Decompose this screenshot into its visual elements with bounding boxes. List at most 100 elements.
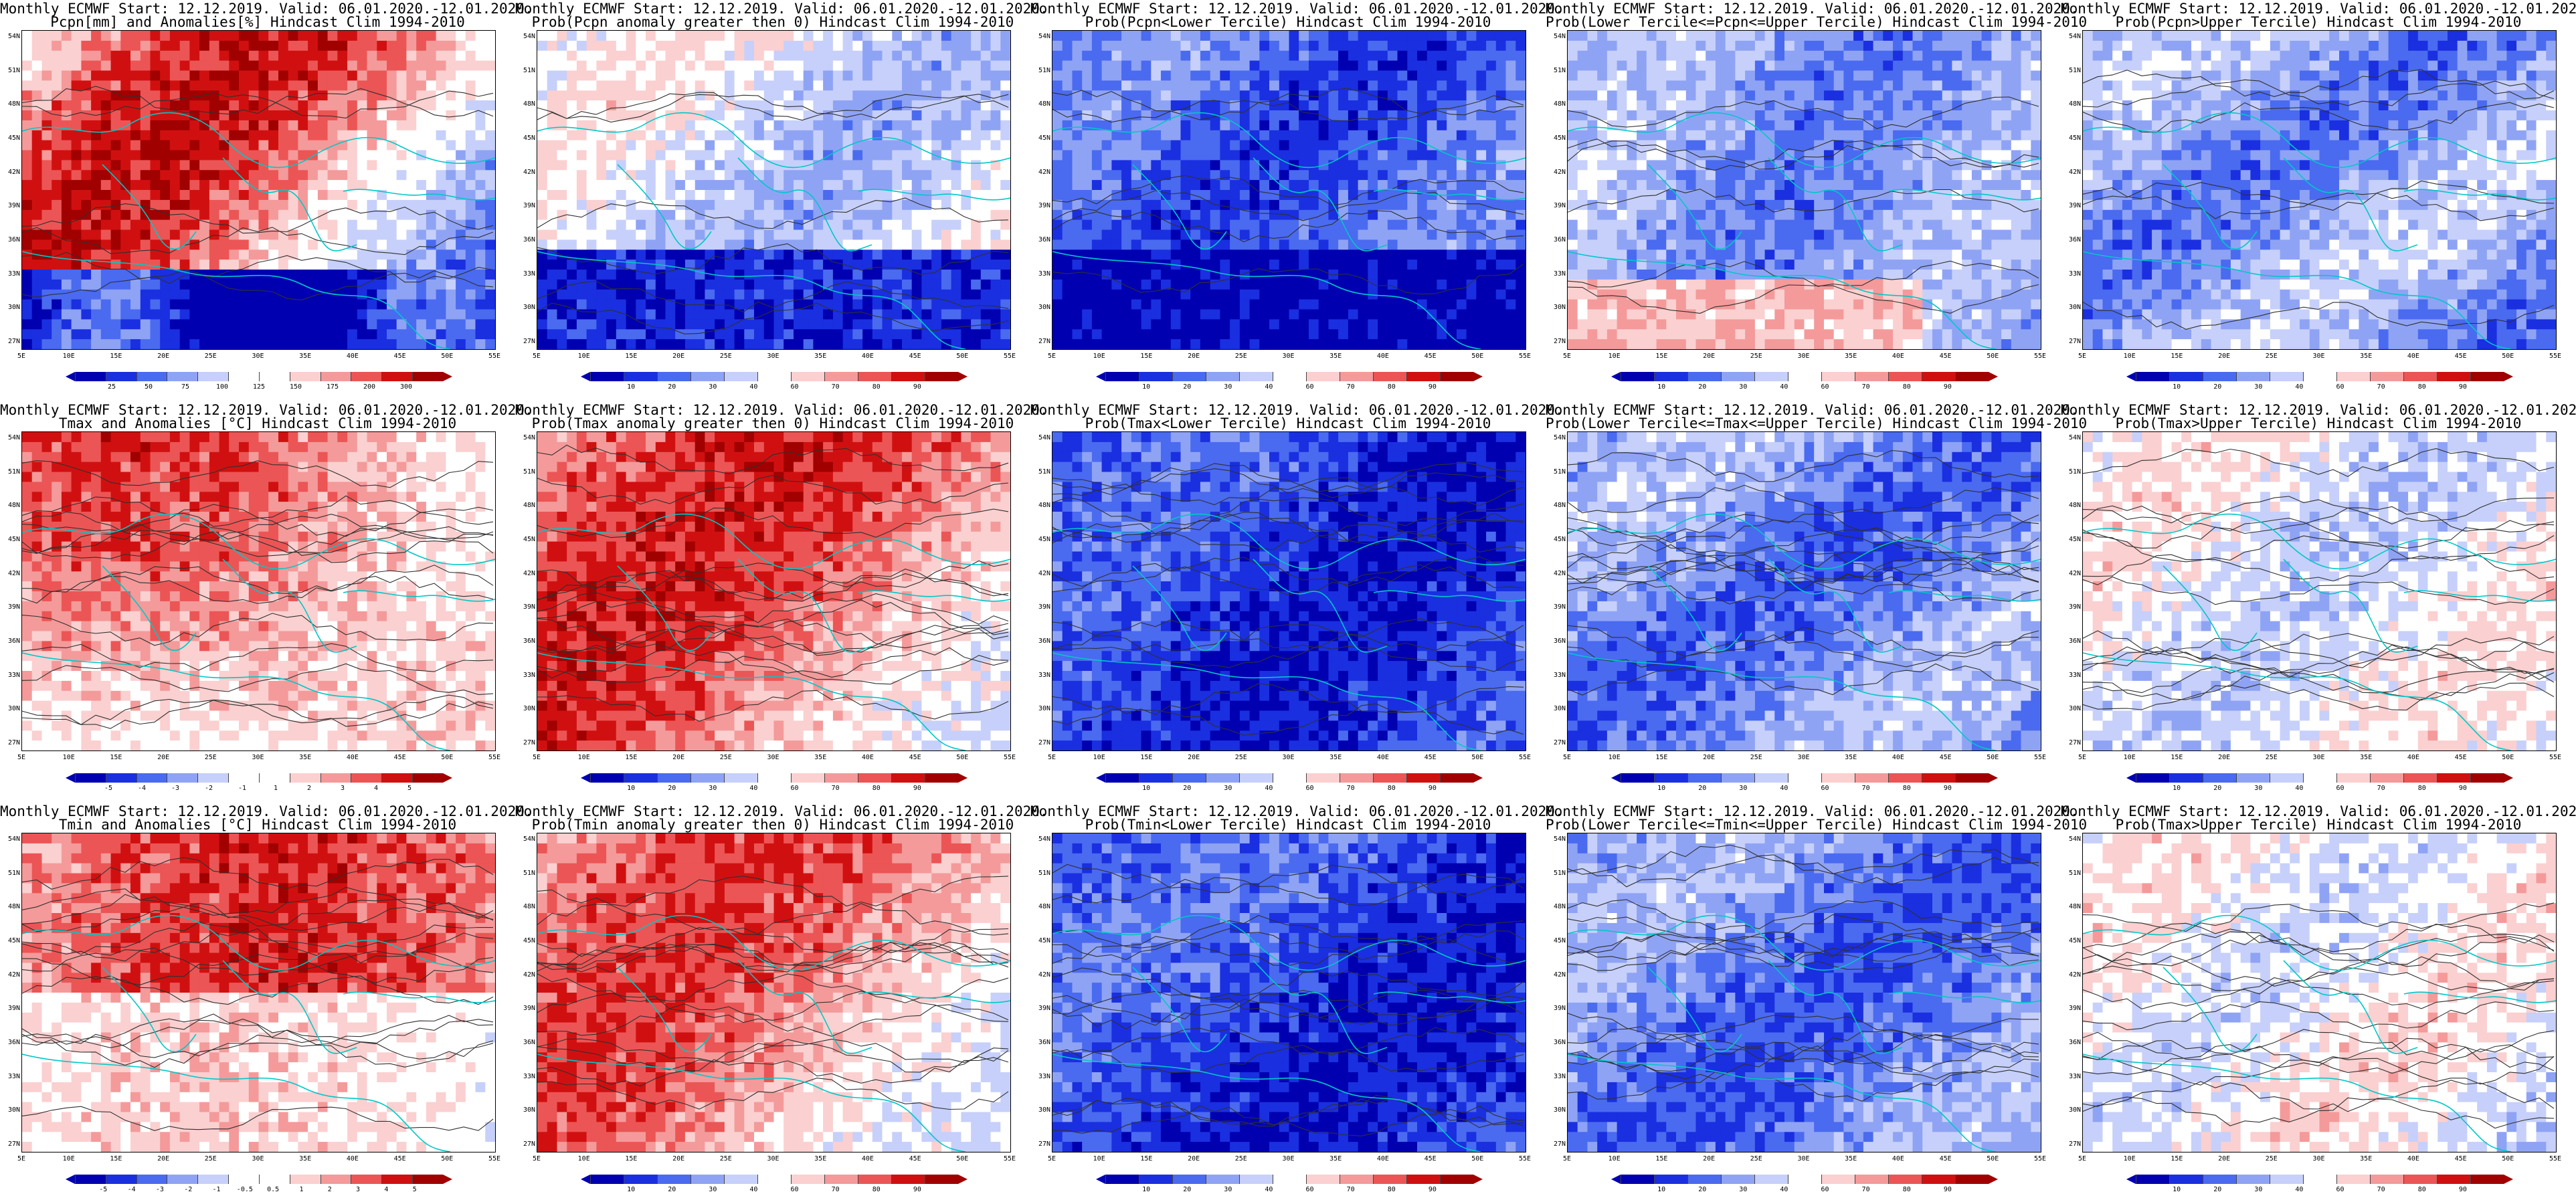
field-cell [1000,219,1010,231]
field-cell [1646,31,1657,41]
field-cell [1328,110,1339,121]
field-cell [485,150,495,161]
field-cell [268,80,279,91]
field-cell [1180,279,1191,290]
field-cell [665,140,676,151]
field-cell [52,239,62,250]
field-cell [1000,239,1010,250]
field-cell [1328,229,1339,240]
field-cell [813,130,824,141]
field-cell [436,31,446,41]
field-cell [258,150,269,161]
field-cell [576,170,587,181]
field-cell [278,260,289,270]
field-cell [862,180,873,191]
field-cell [406,80,417,91]
field-cell [862,150,873,161]
field-cell [1495,90,1507,101]
field-cell [1082,160,1093,171]
field-cell [675,180,686,191]
field-cell [734,80,745,91]
field-cell [140,160,151,171]
field-cell [931,100,942,111]
field-cell [1318,31,1329,41]
field-cell [646,170,656,181]
field-cell [606,260,617,270]
field-cell [705,190,715,201]
field-cell [229,150,240,161]
field-cell [557,249,567,260]
field-cell [763,40,775,52]
field-cell [327,260,338,270]
field-cell [1309,190,1319,201]
lat-label: 54N [518,33,535,40]
colorbar-tick: 10 [1142,383,1150,391]
field-cell [1249,50,1260,62]
field-cell [248,209,260,221]
field-cell [734,31,745,41]
field-cell [446,239,456,250]
field-cell [744,80,755,91]
field-cell [278,120,289,131]
field-cell [715,70,725,81]
field-cell [71,40,82,52]
field-cell [110,170,121,181]
field-cell [465,90,476,101]
field-cell [1249,120,1260,131]
field-cell [616,190,627,201]
field-cell [91,319,102,330]
field-cell [327,150,338,161]
field-cell [773,319,784,330]
field-cell [199,249,210,260]
field-cell [298,299,308,310]
field-cell [1476,279,1487,290]
field-cell [576,199,587,211]
field-cell [823,289,834,300]
field-cell [308,80,318,91]
field-cell [446,289,456,300]
field-cell [1378,319,1388,330]
field-cell [537,319,548,330]
field-cell [71,219,82,231]
field-cell [1774,40,1785,52]
field-cell [1627,31,1637,41]
field-cell [288,130,298,141]
field-cell [100,329,112,340]
field-cell [882,309,893,320]
field-cell [41,120,52,131]
field-cell [406,260,417,270]
field-cell [872,140,883,151]
field-cell [1249,170,1260,181]
field-cell [1318,319,1329,330]
field-cell [209,329,220,340]
field-cell [1893,60,1904,72]
field-cell [1190,160,1201,171]
field-cell [1239,160,1251,171]
field-cell [911,229,922,240]
field-cell [426,329,437,340]
field-cell [941,329,952,340]
field-cell [1082,199,1093,211]
field-cell [684,31,696,41]
field-cell [784,120,794,131]
field-cell [547,279,557,290]
field-cell [547,190,557,201]
field-cell [1072,229,1083,240]
field-cell [1437,40,1447,52]
field-cell [1447,319,1457,330]
field-cell [1447,199,1457,211]
field-cell [1121,150,1132,161]
field-cell [1141,110,1152,121]
field-cell [576,219,587,231]
field-cell [951,80,961,91]
field-cell [278,209,289,221]
field-cell [22,170,33,181]
field-cell [636,170,646,181]
field-cell [71,319,82,330]
field-cell [1091,190,1103,201]
field-cell [705,50,715,62]
field-cell [1397,80,1408,91]
field-cell [91,249,102,260]
field-cell [1180,150,1191,161]
field-cell [971,299,982,310]
